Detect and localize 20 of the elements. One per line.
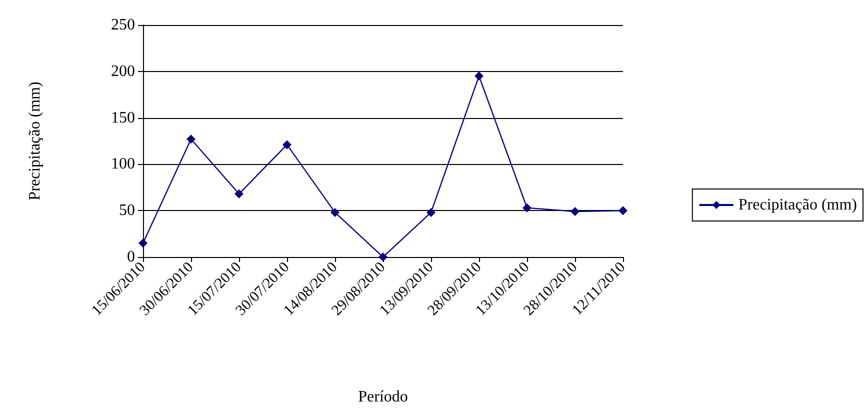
y-tick-label: 0 — [127, 248, 135, 266]
point — [282, 140, 292, 150]
point — [474, 72, 484, 81]
point — [234, 189, 244, 198]
y-tick-label: 150 — [111, 109, 135, 126]
y-tick-label: 100 — [111, 156, 135, 173]
x-axis-title: Período — [358, 388, 408, 406]
y-tick-label: 200 — [111, 62, 135, 80]
point — [138, 238, 148, 248]
point — [378, 252, 388, 262]
point — [522, 203, 532, 212]
point — [618, 206, 628, 216]
point — [426, 208, 436, 217]
y-tick-label: 250 — [111, 16, 135, 34]
legend-label: Precipitação (mm) — [738, 196, 858, 214]
y-axis-title: Precipitação (mm) — [26, 82, 44, 200]
point — [330, 208, 340, 217]
point — [186, 134, 196, 144]
point — [570, 207, 580, 216]
y-tick-label: 50 — [119, 202, 135, 220]
